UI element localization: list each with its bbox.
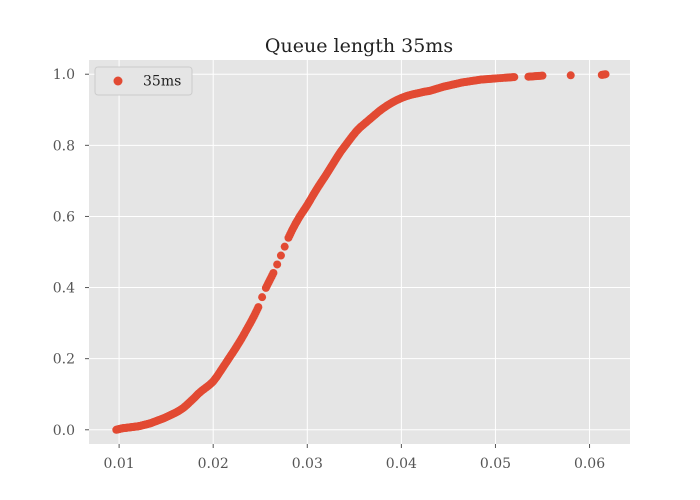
y-tick-label: 0.4 — [53, 281, 75, 297]
y-tick-label: 0.2 — [53, 352, 75, 368]
data-point — [258, 293, 267, 302]
data-point — [254, 303, 263, 312]
plot-area — [89, 60, 630, 444]
chart-title: Queue length 35ms — [265, 35, 453, 57]
x-tick-label: 0.04 — [386, 456, 417, 472]
data-point — [276, 251, 285, 260]
x-tick-label: 0.01 — [104, 456, 135, 472]
y-tick-label: 1.0 — [53, 67, 75, 83]
axis-ticks: 0.01 0.02 0.03 0.04 0.05 0.06 0.0 0.2 0.4 0.6 0.8 1… — [53, 67, 605, 472]
x-tick-label: 0.02 — [198, 456, 229, 472]
legend-label-35ms: 35ms — [143, 74, 181, 90]
y-tick-label: 0.8 — [53, 138, 75, 154]
x-tick-label: 0.03 — [292, 456, 323, 472]
legend-box — [94, 66, 193, 96]
scatter-series-35ms — [112, 70, 610, 434]
grid — [89, 60, 630, 444]
y-tick-label: 0.6 — [53, 209, 75, 225]
data-point — [538, 71, 547, 80]
data-point — [566, 71, 575, 80]
legend: 35ms — [94, 66, 193, 96]
x-tick-label: 0.05 — [480, 456, 511, 472]
data-point — [273, 260, 282, 269]
data-point — [601, 70, 610, 79]
data-point — [510, 73, 519, 82]
y-tick-label: 0.0 — [53, 423, 75, 439]
legend-marker-35ms — [113, 76, 123, 86]
data-point — [269, 268, 278, 277]
x-tick-label: 0.06 — [574, 456, 605, 472]
data-point — [280, 242, 289, 251]
